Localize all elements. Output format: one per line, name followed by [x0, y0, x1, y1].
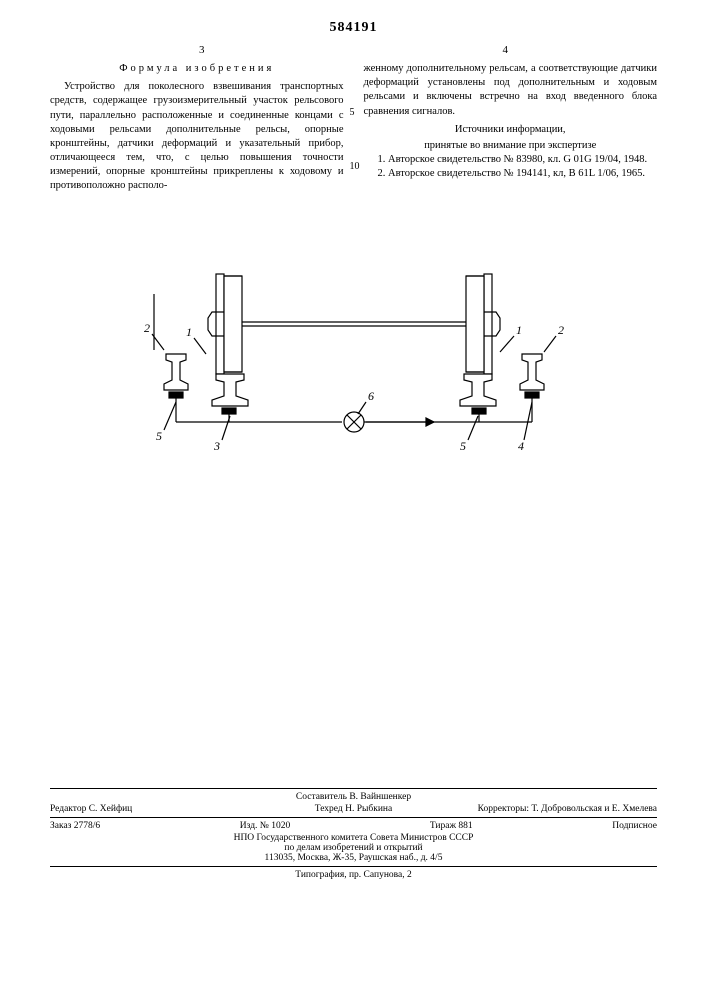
- org-line-1: НПО Государственного комитета Совета Мин…: [50, 833, 657, 843]
- column-numbers: 3 4: [50, 44, 657, 56]
- label-1-left: 1: [186, 325, 192, 339]
- order-row: Заказ 2778/6 Изд. № 1020 Тираж 881 Подпи…: [50, 821, 657, 831]
- tirazh: Тираж 881: [430, 821, 473, 831]
- label-5-left: 5: [156, 429, 162, 443]
- label-2-right: 2: [558, 323, 564, 337]
- formula-title: Формула изобретения: [50, 62, 344, 76]
- order-num: Заказ 2778/6: [50, 821, 100, 831]
- col-num-left: 3: [199, 44, 205, 56]
- left-wheel: [208, 274, 242, 374]
- correctors: Корректоры: Т. Добровольская и Е. Хмелев…: [455, 804, 657, 814]
- label-5-right: 5: [460, 439, 466, 453]
- patent-number: 584191: [50, 20, 657, 36]
- line-number-10: 10: [350, 160, 360, 174]
- text-columns: Формула изобретения Устройство для покол…: [50, 62, 657, 194]
- col-num-right: 4: [503, 44, 509, 56]
- source-2: 2. Авторское свидетельство № 194141, кл,…: [364, 167, 658, 181]
- org-line-2: по делам изобретений и открытий: [50, 843, 657, 853]
- diagram-svg: 2 1 1 2 5 3 5 4 6: [94, 234, 614, 464]
- editor: Редактор С. Хейфиц: [50, 804, 252, 814]
- address-line: 113035, Москва, Ж-35, Раушская наб., д. …: [50, 853, 657, 863]
- right-column: 5 10 женному дополнительному рельсам, а …: [364, 62, 658, 194]
- patent-page: 584191 3 4 Формула изобретения Устройств…: [0, 0, 707, 1000]
- techred: Техред Н. Рыбкина: [252, 804, 454, 814]
- label-2-left: 2: [144, 321, 150, 335]
- line-number-5: 5: [350, 106, 355, 120]
- technical-diagram: 2 1 1 2 5 3 5 4 6: [94, 234, 614, 464]
- label-6: 6: [368, 389, 374, 403]
- label-1-right: 1: [516, 323, 522, 337]
- right-wheel: [466, 274, 500, 374]
- claim-continuation: женному дополнительному рельсам, а соотв…: [364, 62, 658, 119]
- izd-num: Изд. № 1020: [240, 821, 290, 831]
- podpisnoye: Подписное: [612, 821, 657, 831]
- sources-title: Источники информации,: [364, 123, 658, 137]
- label-3: 3: [213, 439, 220, 453]
- footer-block: Составитель В. Вайншенкер Редактор С. Хе…: [50, 785, 657, 880]
- compiler-line: Составитель В. Вайншенкер: [50, 792, 657, 802]
- sources-subtitle: принятые во внимание при экспертизе: [364, 139, 658, 153]
- credits-row: Редактор С. Хейфиц Техред Н. Рыбкина Кор…: [50, 804, 657, 814]
- label-4: 4: [518, 439, 524, 453]
- claim-body: Устройство для поколесного взвешивания т…: [50, 80, 344, 193]
- source-1: 1. Авторское свидетельство № 83980, кл. …: [364, 153, 658, 167]
- left-column: Формула изобретения Устройство для покол…: [50, 62, 344, 194]
- typography-line: Типография, пр. Сапунова, 2: [50, 870, 657, 880]
